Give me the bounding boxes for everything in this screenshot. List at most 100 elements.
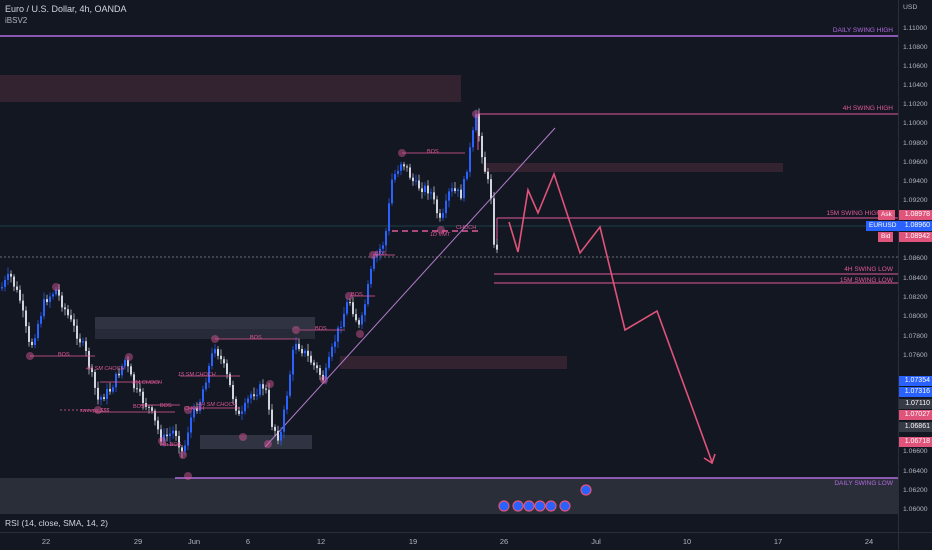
candle-body: [406, 166, 408, 168]
price-axis-border: [898, 0, 899, 550]
candle-body: [223, 359, 225, 364]
annotation-4h-sm-choch-2: 4H SM CHOCH: [198, 402, 237, 408]
candle-body: [343, 313, 345, 327]
candle-body: [415, 180, 417, 182]
rsi-label[interactable]: RSI (14, close, SMA, 14, 2): [5, 518, 108, 528]
pane-separator[interactable]: [0, 513, 898, 514]
event-icons[interactable]: [498, 484, 592, 512]
candle-body: [310, 355, 312, 363]
candle-body: [394, 173, 396, 180]
y-tick: 1.10000: [903, 120, 928, 127]
candle-body: [253, 394, 255, 397]
candle-body: [148, 406, 150, 408]
bos-lines: [30, 152, 465, 446]
y-tick: 1.09600: [903, 159, 928, 166]
candle-body: [151, 407, 153, 411]
candle-body: [184, 445, 186, 452]
candle-body: [334, 341, 336, 347]
candle-body: [94, 371, 96, 388]
candle-body: [190, 417, 192, 433]
candle-body: [466, 171, 468, 179]
x-tick: 17: [773, 537, 783, 546]
price-box: 1.07110: [899, 399, 932, 409]
candle-body: [28, 326, 30, 342]
candle-body: [175, 430, 177, 436]
candle-body: [484, 157, 486, 172]
candle-body: [169, 433, 171, 437]
indicator-label[interactable]: iBSV2: [5, 16, 28, 25]
candle-body: [436, 199, 438, 214]
candle-body: [103, 397, 105, 399]
projection-path[interactable]: [508, 171, 713, 463]
y-tick: 1.10800: [903, 44, 928, 51]
trendline[interactable]: [264, 127, 556, 448]
y-tick: 1.07600: [903, 352, 928, 359]
candle-body: [490, 179, 492, 199]
chart-title[interactable]: Euro / U.S. Dollar, 4h, OANDA: [5, 4, 127, 14]
candle-body: [97, 387, 99, 400]
candle-body: [19, 289, 21, 301]
candle-body: [88, 350, 90, 368]
candle-body: [193, 407, 195, 418]
candle-body: [292, 349, 294, 375]
swing-markers: [26, 110, 480, 480]
x-tick: Jul: [591, 537, 601, 546]
4h-swing-high-label: 4H SWING HIGH: [842, 105, 893, 112]
currency-label[interactable]: USD: [903, 4, 918, 11]
price-box: 1.07027: [899, 410, 932, 420]
y-tick: 1.08200: [903, 294, 928, 301]
x-tick: 24: [864, 537, 874, 546]
candle-body: [7, 273, 9, 280]
annotation-bos: BOS: [133, 404, 145, 410]
candle-body: [76, 325, 78, 339]
supply-zone-mid: [340, 356, 567, 369]
candle-body: [304, 350, 306, 354]
candle-body: [361, 315, 363, 325]
candle-body: [52, 294, 54, 297]
supply-zone-right: [483, 163, 783, 172]
candle-body: [469, 147, 471, 172]
candle-body: [418, 180, 420, 189]
y-tick: 1.08600: [903, 255, 928, 262]
candle-body: [139, 388, 141, 392]
daily-swing-high-label: DAILY SWING HIGH: [832, 27, 893, 34]
y-tick: 1.10200: [903, 101, 928, 108]
candle-body: [433, 192, 435, 200]
candle-body: [31, 341, 33, 346]
candle-body: [403, 164, 405, 167]
annotation-sm-choch: SM CHOCH: [132, 380, 162, 386]
candle-body: [430, 192, 432, 194]
candle-body: [382, 245, 384, 249]
y-tick: 1.07800: [903, 333, 928, 340]
candle-body: [256, 394, 258, 397]
x-tick: 10: [682, 537, 692, 546]
candle-body: [301, 348, 303, 354]
candle-body: [163, 434, 165, 442]
annotation-bos: BOS: [315, 326, 327, 332]
annotation-15-sm-choch: 15 SM CHOCH: [178, 372, 216, 378]
candle-body: [463, 178, 465, 199]
candle-body: [493, 198, 495, 245]
candle-body: [226, 363, 228, 375]
candle-body: [280, 431, 282, 441]
candle-body: [214, 349, 216, 354]
candle-body: [217, 349, 219, 356]
demand-zone-mid2: [95, 329, 315, 339]
y-tick: 1.09200: [903, 197, 928, 204]
candle-body: [286, 395, 288, 410]
candle-body: [205, 382, 207, 390]
y-tick: 1.09800: [903, 140, 928, 147]
candle-body: [55, 289, 57, 295]
daily-low-zone: [0, 478, 898, 513]
candle-body: [478, 113, 480, 136]
candle-body: [340, 326, 342, 328]
candle-body: [232, 384, 234, 400]
candle-body: [496, 244, 498, 250]
candle-body: [388, 203, 390, 232]
candle-body: [10, 273, 12, 277]
bid-price-box: 1.08942: [899, 232, 932, 242]
candle-body: [121, 365, 123, 376]
candle-body: [112, 387, 114, 392]
candle-body: [487, 171, 489, 180]
